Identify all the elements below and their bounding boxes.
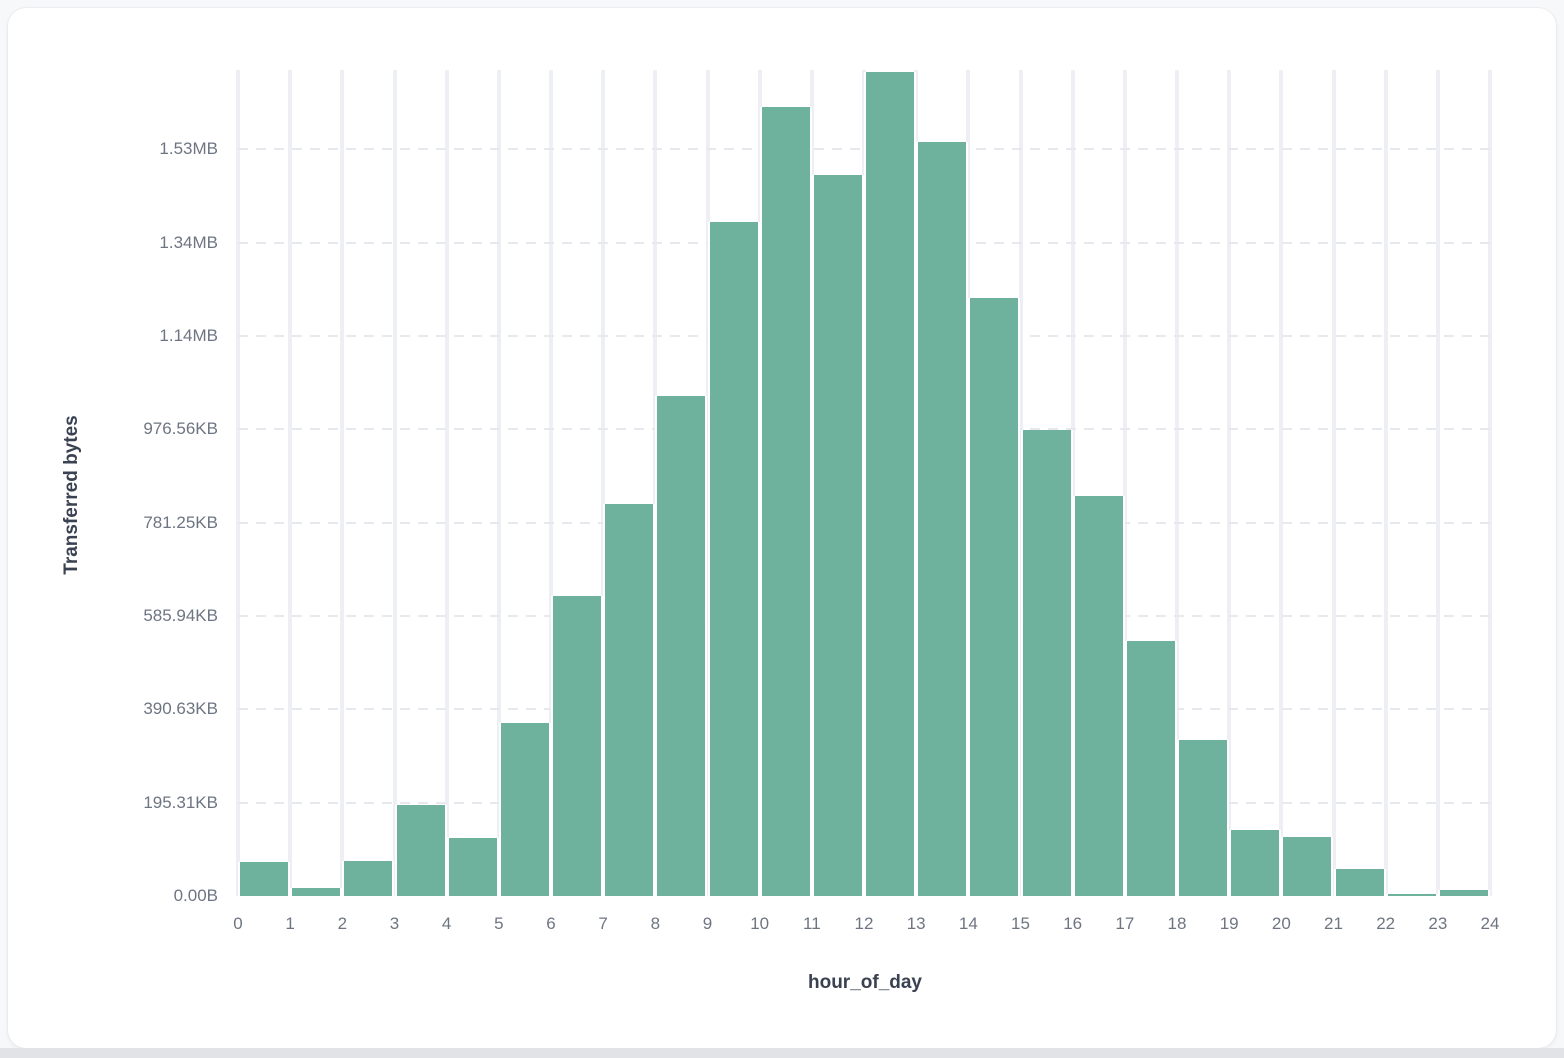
x-tick-label: 17 <box>1115 914 1135 933</box>
histogram-bar-hour-14[interactable] <box>968 297 1021 896</box>
histogram-bar-hour-0[interactable] <box>238 861 291 896</box>
histogram-bar-hour-8[interactable] <box>655 395 708 896</box>
histogram-bar-hour-19[interactable] <box>1229 830 1282 896</box>
x-gridline <box>1175 70 1179 896</box>
x-tick-label: 2 <box>337 914 348 933</box>
x-tick-label: 4 <box>441 914 452 933</box>
page-bottom-strip <box>0 1048 1564 1058</box>
x-tick-label: 5 <box>494 914 504 933</box>
histogram-bar-hour-17[interactable] <box>1124 640 1177 896</box>
x-tick-label: 22 <box>1376 914 1396 933</box>
y-tick-label: 195.31KB <box>143 792 218 812</box>
histogram-bar-hour-18[interactable] <box>1177 740 1230 896</box>
x-tick-label: 16 <box>1063 914 1083 933</box>
histogram-bar-hour-7[interactable] <box>603 504 656 896</box>
y-tick-label: 585.94KB <box>143 606 218 625</box>
x-tick-label: 14 <box>958 914 978 933</box>
x-tick-label: 20 <box>1271 914 1291 933</box>
y-tick-label: 1.53MB <box>159 139 218 159</box>
x-gridline <box>1488 70 1492 896</box>
histogram-bar-hour-1[interactable] <box>290 888 343 896</box>
x-tick-label: 12 <box>854 914 874 933</box>
x-tick-label: 0 <box>233 914 243 933</box>
histogram-bar-hour-13[interactable] <box>916 141 969 896</box>
histogram-bar-hour-10[interactable] <box>759 106 812 896</box>
x-gridline <box>496 70 501 896</box>
histogram-bar-hour-22[interactable] <box>1385 893 1438 896</box>
x-axis-title: hour_of_day <box>807 972 923 993</box>
x-tick-label: 7 <box>598 914 608 933</box>
histogram-bar-hour-21[interactable] <box>1333 868 1386 896</box>
x-tick-label: 13 <box>906 914 926 933</box>
histogram-bar-hour-5[interactable] <box>498 722 551 896</box>
x-gridline <box>340 70 345 896</box>
histogram-bar-hour-20[interactable] <box>1281 837 1334 896</box>
x-tick-label: 3 <box>389 914 400 933</box>
histogram-bar-hour-11[interactable] <box>811 174 864 896</box>
x-gridline <box>1279 70 1284 896</box>
x-tick-label: 19 <box>1219 914 1239 933</box>
histogram-bar-hour-23[interactable] <box>1437 889 1490 896</box>
x-gridline <box>392 70 397 896</box>
y-tick-label: 1.34MB <box>159 232 218 252</box>
histogram-bar-hour-9[interactable] <box>707 221 760 896</box>
x-gridline <box>601 70 606 896</box>
x-tick-label: 21 <box>1324 914 1343 933</box>
histogram-bar-hour-15[interactable] <box>1020 430 1073 896</box>
x-tick-label: 10 <box>750 914 770 933</box>
x-tick-label: 1 <box>285 914 295 933</box>
y-axis-labels: 0.00B 195.31KB 390.63KB 585.94KB 781.25KB 976… <box>8 70 218 905</box>
x-tick-label: 15 <box>1011 914 1030 933</box>
x-tick-label: 11 <box>803 914 821 933</box>
x-tick-label: 23 <box>1428 914 1448 933</box>
y-tick-label: 390.63KB <box>143 699 218 719</box>
x-axis-labels: 0 1 2 3 4 5 6 7 8 9 10 11 12 13 14 15 16 17 18 19 20 21 22 23 24 <box>233 906 1499 936</box>
chart-card: Transferred bytes 0.00B 195.31KB 390.63KB 5… <box>8 8 1556 1048</box>
x-gridline <box>1227 70 1232 896</box>
x-gridline <box>444 70 449 896</box>
plot-area <box>236 70 1492 896</box>
histogram-bar-hour-4[interactable] <box>446 838 499 896</box>
histogram-bar-hour-16[interactable] <box>1072 496 1125 896</box>
x-gridline <box>1122 70 1127 896</box>
y-tick-label: 1.14MB <box>159 326 218 345</box>
x-tick-label: 8 <box>650 914 661 933</box>
histogram-bar-hour-2[interactable] <box>342 861 395 896</box>
x-tick-label: 6 <box>546 914 556 933</box>
y-tick-label: 781.25KB <box>143 512 218 532</box>
histogram-bar-hour-6[interactable] <box>551 595 604 896</box>
histogram-bar-hour-12[interactable] <box>864 71 917 896</box>
y-tick-label: 976.56KB <box>143 419 218 439</box>
x-gridline <box>236 70 240 896</box>
x-tick-label: 9 <box>702 914 713 933</box>
x-tick-label: 18 <box>1167 914 1187 933</box>
x-gridline <box>1383 70 1388 896</box>
x-tick-label: 24 <box>1480 914 1500 933</box>
x-gridline <box>1435 70 1440 896</box>
x-gridline <box>1070 70 1075 896</box>
x-gridline <box>288 70 293 896</box>
x-gridline <box>1331 70 1336 896</box>
y-tick-label: 0.00B <box>173 886 218 905</box>
x-gridline <box>549 70 553 896</box>
histogram-bar-hour-3[interactable] <box>394 804 447 896</box>
